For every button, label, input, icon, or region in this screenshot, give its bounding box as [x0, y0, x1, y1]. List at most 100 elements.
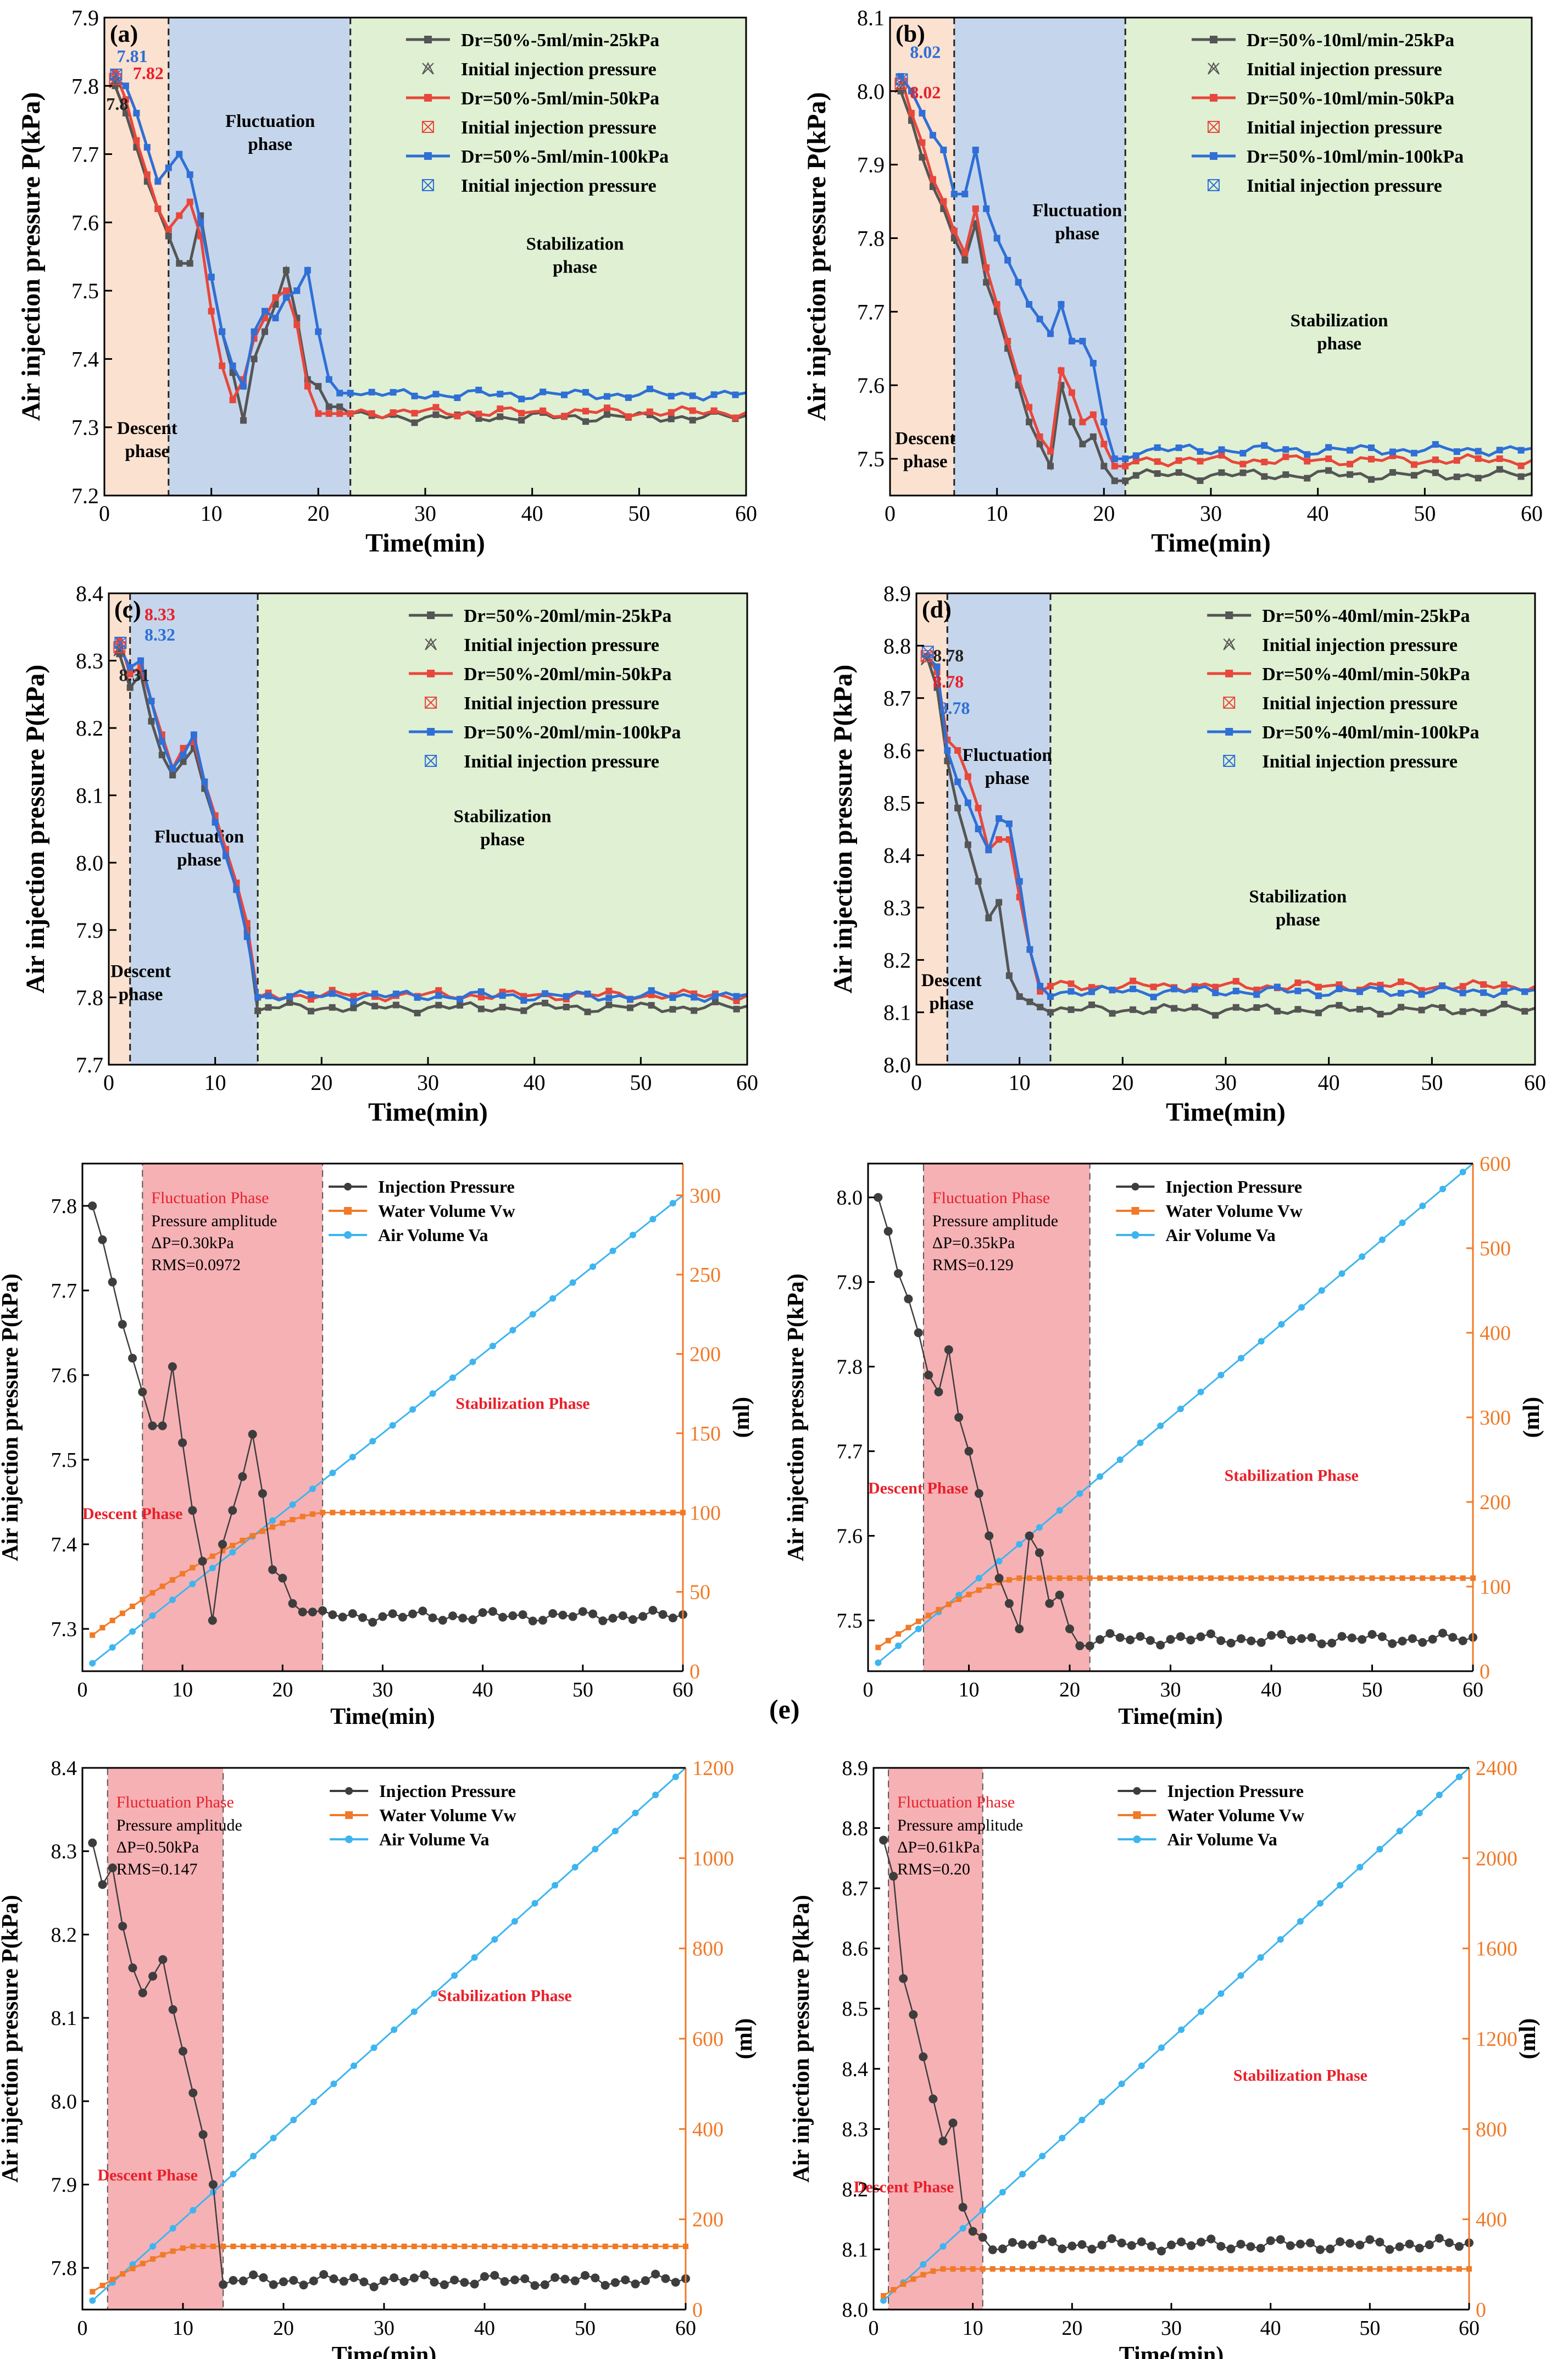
pressure-point — [1166, 1635, 1175, 1644]
pressure-point — [268, 1565, 277, 1574]
water-volume-point — [510, 1510, 516, 1516]
data-point-s100 — [668, 393, 675, 400]
data-point-s100 — [390, 389, 397, 396]
data-point-s50 — [186, 198, 193, 205]
water-volume-point — [1188, 1575, 1194, 1581]
water-volume-point — [1299, 1575, 1305, 1581]
data-point-s100 — [368, 388, 375, 396]
data-point-s25 — [1315, 1009, 1322, 1016]
water-volume-point — [1267, 2266, 1274, 2272]
water-volume-point — [1406, 2266, 1413, 2272]
data-point-s100 — [122, 82, 129, 90]
water-volume-point — [140, 1596, 146, 1603]
data-point-s25 — [648, 1002, 655, 1009]
y-tick-label: 8.0 — [837, 1187, 863, 1210]
legend-label: Initial injection pressure — [461, 59, 657, 80]
data-point-s25 — [186, 260, 193, 267]
data-point-s25 — [689, 416, 696, 424]
air-volume-point — [920, 2261, 927, 2268]
data-point-s25 — [961, 257, 969, 264]
air-volume-point — [1376, 1845, 1383, 1852]
water-volume-point — [299, 1514, 305, 1520]
pressure-point — [88, 1201, 97, 1210]
water-volume-point — [1198, 1575, 1204, 1581]
data-point-s50 — [315, 410, 322, 417]
air-volume-point — [250, 2152, 257, 2160]
data-point-s50 — [689, 407, 696, 414]
legend-label: Initial injection pressure — [1262, 752, 1458, 772]
pressure-point — [1327, 1638, 1337, 1648]
air-volume-point — [451, 1972, 458, 1979]
pressure-point — [318, 1606, 327, 1615]
data-point-s25 — [563, 1004, 570, 1011]
water-volume-point — [562, 2243, 568, 2249]
y-tick-label: 7.4 — [51, 1533, 77, 1556]
pressure-point — [470, 2279, 479, 2289]
initial-value-annotation: 8.78 — [933, 672, 964, 692]
pressure-point — [1004, 1599, 1014, 1608]
water-volume-point — [672, 2243, 679, 2249]
data-point-s100 — [648, 987, 655, 994]
legend-swatch-marker — [345, 1811, 353, 1819]
data-point-s25 — [518, 417, 525, 424]
legend-swatch-marker — [345, 1835, 353, 1843]
water-volume-point — [220, 2243, 226, 2249]
water-volume-point — [1026, 1575, 1032, 1581]
fluctuation-phase-region — [142, 1163, 324, 1672]
stab-phase-region — [258, 593, 748, 1065]
water-volume-point — [109, 2277, 115, 2283]
x-tick-label: 10 — [963, 2317, 983, 2340]
data-point-s25 — [1336, 1002, 1343, 1009]
pressure-point — [338, 1612, 347, 1622]
y-tick-label: 7.8 — [76, 985, 103, 1010]
fluct-phase-label: Fluctuation — [154, 827, 244, 847]
air-volume-point — [169, 1596, 176, 1604]
data-point-s25 — [1347, 471, 1354, 478]
data-point-s100 — [1453, 448, 1460, 455]
pressure-point — [1147, 2241, 1156, 2251]
data-point-s50 — [208, 308, 215, 315]
water-volume-point — [1399, 1575, 1405, 1581]
legend-swatch-marker — [1131, 1231, 1139, 1239]
air-volume-point — [1158, 2044, 1165, 2051]
data-point-s25 — [584, 1008, 591, 1015]
pressure-point — [298, 1607, 307, 1617]
data-point-s25 — [1067, 1006, 1075, 1013]
y-tick-label: 7.6 — [857, 373, 885, 398]
water-volume-point — [1049, 2266, 1055, 2272]
y-axis-label: Air injection pressure P(kPa) — [21, 665, 50, 994]
pressure-point — [1055, 1590, 1064, 1600]
data-point-s25 — [733, 1005, 740, 1012]
x-tick-label: 10 — [204, 1070, 226, 1095]
data-point-s25 — [1218, 469, 1225, 476]
water-volume-point — [461, 2243, 468, 2249]
data-point-s50 — [1026, 404, 1033, 411]
data-point-s50 — [950, 227, 958, 235]
pressure-point — [1176, 1632, 1185, 1641]
data-point-s25 — [964, 841, 971, 848]
data-point-s100 — [1036, 315, 1043, 322]
y-tick-label: 8.2 — [76, 716, 103, 741]
air-volume-point — [289, 1501, 296, 1508]
data-point-s50 — [368, 410, 375, 417]
water-volume-point — [1158, 1575, 1164, 1581]
data-point-s100 — [347, 390, 354, 397]
data-point-s50 — [1459, 983, 1466, 990]
data-point-s50 — [1154, 458, 1161, 465]
y2-tick-label: 100 — [1480, 1576, 1511, 1599]
water-volume-point — [511, 2243, 518, 2249]
water-volume-point — [1087, 1575, 1093, 1581]
air-volume-point — [1036, 1524, 1043, 1531]
water-volume-point — [1288, 1575, 1294, 1581]
pressure-point — [608, 1614, 618, 1623]
data-point-s50 — [1368, 455, 1375, 463]
water-volume-point — [1069, 2266, 1075, 2272]
pressure-point — [308, 1607, 317, 1617]
y-tick-label: 8.7 — [883, 686, 911, 711]
data-point-s100 — [1132, 452, 1139, 459]
data-point-s100 — [1261, 442, 1268, 449]
data-point-s100 — [733, 993, 740, 1000]
data-point-s25 — [392, 1002, 399, 1009]
y-tick-label: 8.8 — [883, 633, 911, 658]
pressure-point — [978, 2233, 987, 2242]
